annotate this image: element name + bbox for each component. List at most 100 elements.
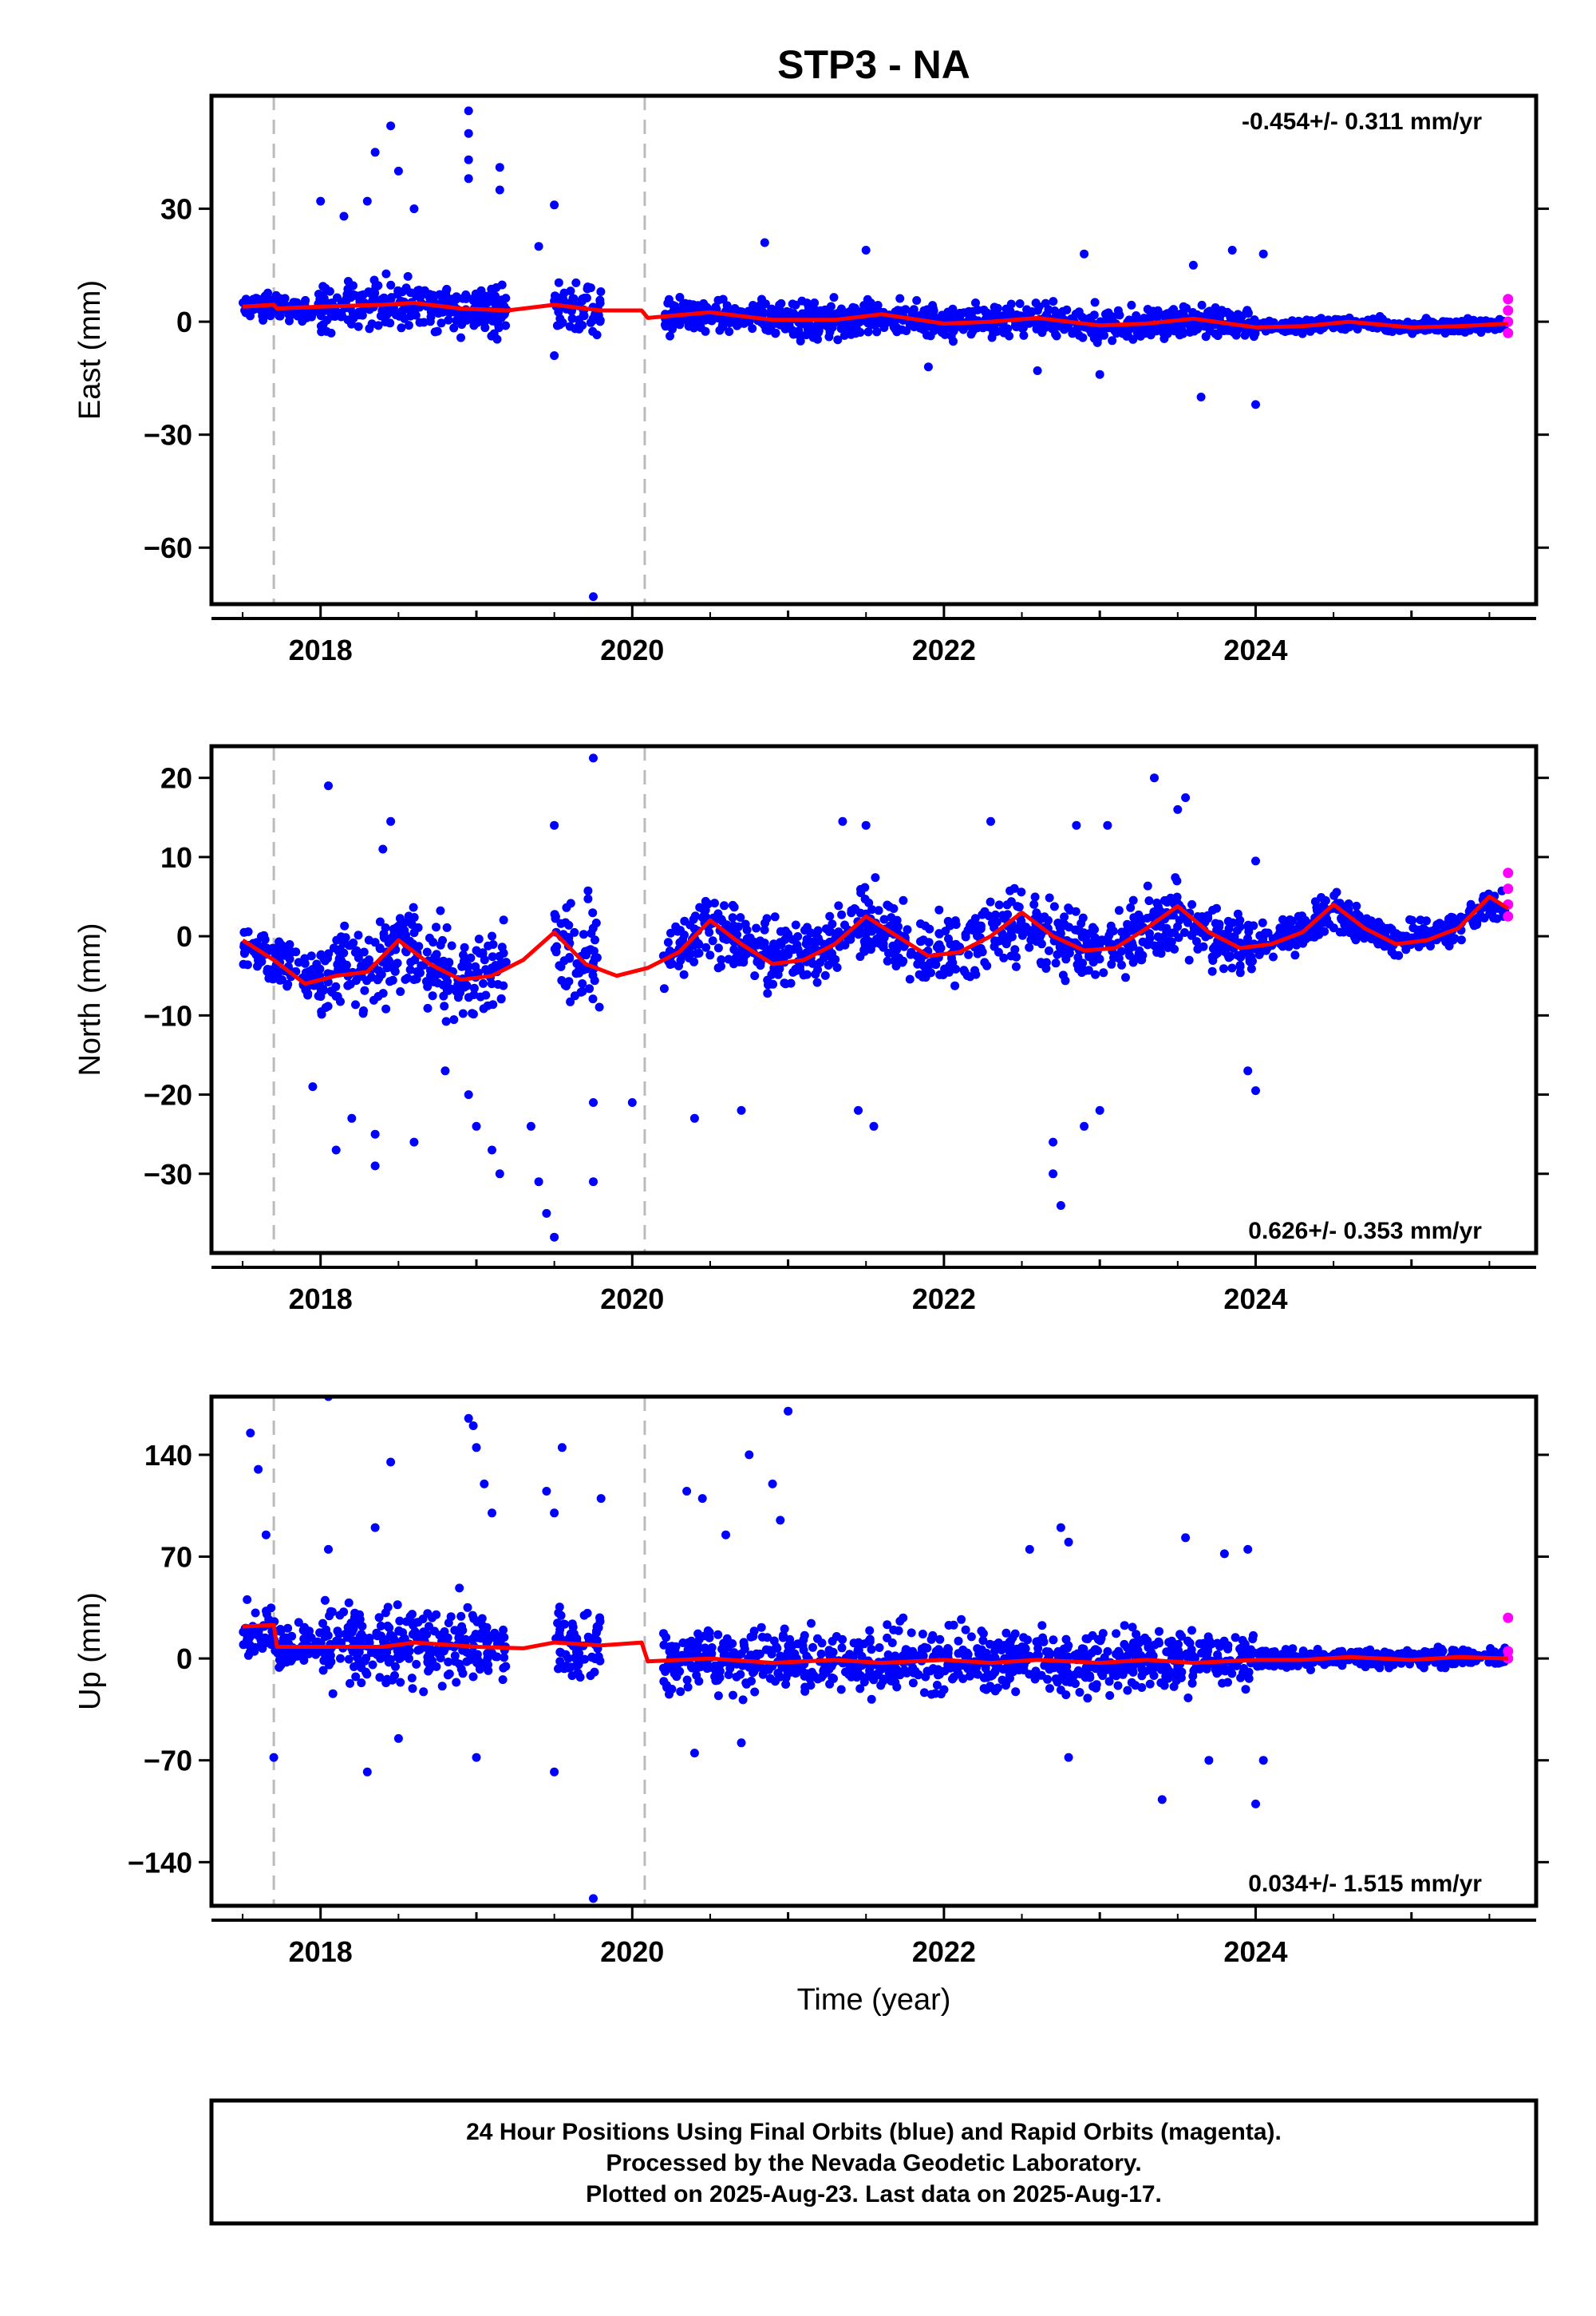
north-final-orbit-point: [556, 919, 566, 928]
north-rapid-orbit-point: [1503, 868, 1514, 879]
up-final-orbit-point: [678, 1638, 688, 1647]
north-final-orbit-point: [1017, 931, 1027, 940]
up-final-orbit-point: [781, 1680, 791, 1689]
north-final-orbit-point: [720, 901, 729, 911]
east-final-orbit-point: [1078, 333, 1088, 342]
up-final-orbit-point: [891, 1678, 900, 1687]
north-final-orbit-point: [1246, 964, 1256, 974]
up-final-orbit-point: [408, 1630, 417, 1639]
up-final-orbit-point: [854, 1638, 863, 1647]
north-final-orbit-point: [478, 948, 488, 958]
up-final-orbit-point: [357, 1630, 366, 1639]
up-final-orbit-point: [318, 1666, 328, 1675]
up-final-orbit-point: [462, 1657, 472, 1666]
north-final-orbit-point: [1090, 933, 1100, 943]
north-final-orbit-point: [1128, 895, 1138, 905]
north-final-orbit-point: [1354, 911, 1364, 920]
up-final-orbit-point: [752, 1651, 761, 1661]
up-final-orbit-point: [899, 1666, 909, 1675]
up-final-orbit-point: [807, 1618, 816, 1628]
north-final-orbit-point: [1053, 950, 1062, 959]
east-final-orbit-point: [758, 307, 768, 317]
north-frame: [209, 744, 1539, 1255]
up-final-orbit-point: [949, 1673, 958, 1682]
up-final-orbit-point: [357, 1663, 366, 1673]
up-final-orbit-point: [1132, 1630, 1141, 1639]
north-final-orbit-point: [1045, 893, 1054, 903]
up-final-orbit-point: [922, 1666, 932, 1676]
north-final-orbit-point: [1045, 946, 1053, 955]
north-final-orbit-outlier: [331, 1145, 341, 1155]
east-final-orbit-point: [675, 293, 685, 302]
north-final-orbit-point: [736, 913, 745, 923]
north-final-orbit-point: [276, 940, 286, 950]
north-final-orbit-point: [890, 956, 899, 966]
north-final-orbit-point: [1245, 951, 1254, 961]
east-final-orbit-point: [1232, 313, 1242, 322]
east-final-orbit-outlier: [534, 242, 543, 251]
up-final-orbit-point: [1182, 1649, 1191, 1658]
north-final-orbit-point: [905, 974, 915, 984]
north-final-orbit-point: [303, 990, 313, 1000]
up-final-orbit-point: [444, 1669, 454, 1678]
north-final-orbit-point: [468, 1010, 478, 1019]
north-final-orbit-point: [1017, 887, 1026, 897]
north-final-orbit-point: [825, 911, 835, 921]
north-final-orbit-point: [417, 961, 426, 970]
up-final-orbit-point: [1223, 1641, 1233, 1650]
up-final-orbit-point: [713, 1691, 723, 1701]
east-final-orbit-point: [797, 309, 807, 318]
north-final-orbit-point: [666, 928, 675, 938]
north-final-orbit-point: [1223, 916, 1233, 926]
north-final-orbit-outlier: [737, 1105, 746, 1115]
north-final-orbit-outlier: [861, 820, 871, 830]
up-final-orbit-point: [865, 1626, 875, 1635]
up-final-orbit-point: [456, 1665, 466, 1674]
north-final-orbit-point: [867, 905, 877, 915]
up-final-orbit-point: [325, 1660, 334, 1670]
east-final-orbit-point: [595, 295, 605, 305]
up-final-orbit-point: [405, 1611, 415, 1621]
north-final-orbit-point: [850, 904, 859, 913]
east-final-orbit-point: [554, 307, 563, 317]
north-final-orbit-point: [1466, 899, 1476, 909]
north-final-orbit-point: [899, 942, 909, 951]
north-final-orbit-outlier: [464, 1090, 473, 1100]
up-final-orbit-point: [475, 1665, 484, 1674]
east-final-orbit-point: [1179, 302, 1188, 311]
east-final-orbit-point: [433, 326, 442, 336]
north-final-orbit-point: [899, 895, 908, 905]
up-final-orbit-point: [408, 1684, 417, 1694]
east-final-orbit-point: [491, 310, 500, 320]
north-final-orbit-point: [824, 961, 833, 970]
north-final-orbit-point: [1128, 939, 1137, 948]
up-final-orbit-point: [919, 1688, 929, 1697]
north-final-orbit-point: [1134, 949, 1144, 958]
north-final-orbit-point: [1002, 900, 1012, 910]
north-final-orbit-point: [813, 926, 823, 935]
north-rapid-orbit-point: [1503, 883, 1514, 895]
north-final-orbit-point: [999, 953, 1009, 962]
east-final-orbit-outlier: [923, 362, 933, 372]
up-final-orbit-point: [499, 1663, 508, 1673]
north-final-orbit-point: [336, 932, 346, 942]
north-final-orbit-point: [447, 941, 456, 951]
north-final-orbit-outlier: [542, 1208, 551, 1218]
up-final-orbit-point: [468, 1672, 478, 1682]
east-final-orbit-point: [808, 333, 818, 342]
east-final-orbit-point: [987, 333, 997, 342]
up-final-orbit-point: [798, 1641, 808, 1650]
east-final-orbit-point: [501, 321, 511, 330]
up-final-orbit-point: [1212, 1669, 1222, 1678]
up-final-orbit-point: [1238, 1650, 1248, 1660]
up-final-orbit-point: [567, 1671, 577, 1681]
east-final-orbit-point: [1213, 331, 1223, 340]
north-final-orbit-point: [801, 948, 811, 958]
up-final-orbit-point: [439, 1646, 448, 1656]
east-final-orbit-point: [415, 318, 425, 327]
up-final-orbit-point: [740, 1641, 749, 1650]
north-final-orbit-point: [1332, 887, 1341, 897]
up-final-orbit-point: [908, 1678, 918, 1688]
up-final-orbit-point: [428, 1613, 437, 1622]
up-final-orbit-point: [407, 1674, 417, 1683]
